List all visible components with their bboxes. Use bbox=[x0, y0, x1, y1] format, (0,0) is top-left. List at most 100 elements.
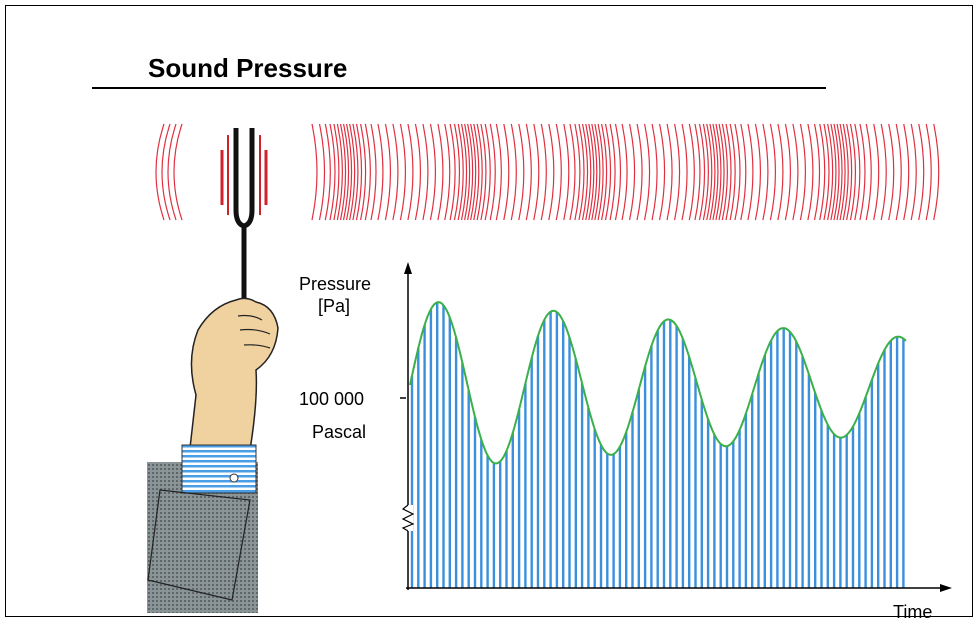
wave-arc bbox=[585, 123, 592, 221]
wave-arc bbox=[614, 123, 622, 221]
wave-arc bbox=[910, 123, 917, 221]
wave-arc bbox=[747, 123, 754, 221]
wave-arc bbox=[470, 123, 477, 221]
wave-arc bbox=[324, 123, 331, 221]
hand bbox=[189, 297, 279, 451]
wave-arc bbox=[155, 123, 165, 221]
wave-arc bbox=[533, 123, 540, 221]
wave-arc bbox=[444, 123, 451, 221]
wave-arc bbox=[718, 123, 725, 221]
wave-arc bbox=[392, 123, 399, 221]
wave-arc bbox=[173, 123, 183, 221]
wave-arc bbox=[903, 123, 910, 221]
wave-arc bbox=[849, 123, 857, 221]
pressure-bars bbox=[410, 302, 905, 588]
wave-arc bbox=[694, 123, 701, 221]
wave-arc bbox=[555, 123, 562, 221]
wave-arc bbox=[467, 123, 474, 221]
wave-arc bbox=[643, 123, 651, 221]
wave-arc bbox=[336, 123, 343, 221]
wave-arc bbox=[859, 123, 866, 221]
wave-arc bbox=[715, 123, 722, 221]
wave-arc bbox=[399, 123, 407, 221]
wave-arc bbox=[476, 123, 483, 221]
wave-arc bbox=[600, 123, 608, 221]
wave-arc bbox=[628, 123, 636, 221]
wave-arc bbox=[651, 123, 658, 221]
x-label: Time bbox=[893, 602, 932, 622]
wave-arc bbox=[846, 123, 853, 221]
wave-arc bbox=[854, 123, 861, 221]
reference-unit: Pascal bbox=[312, 422, 366, 442]
wave-arc bbox=[591, 123, 598, 221]
wave-arc bbox=[407, 123, 414, 221]
x-arrow bbox=[940, 584, 952, 592]
pressure-curve bbox=[409, 301, 907, 465]
fingers bbox=[237, 314, 271, 349]
wave-arc bbox=[740, 123, 747, 221]
cuff-button bbox=[229, 473, 239, 483]
wave-arc bbox=[792, 123, 799, 221]
wave-arc bbox=[918, 123, 925, 221]
wave-arc bbox=[839, 123, 846, 221]
wave-arc bbox=[681, 123, 688, 221]
title: Sound Pressure bbox=[148, 53, 347, 83]
wave-arc bbox=[666, 123, 673, 221]
wave-arc bbox=[734, 123, 741, 221]
wave-arc bbox=[457, 123, 464, 221]
wave-arc bbox=[594, 123, 601, 221]
wave-arc bbox=[503, 123, 510, 221]
wave-arc bbox=[345, 123, 353, 221]
wave-arc bbox=[706, 123, 713, 221]
wave-arc bbox=[484, 123, 491, 221]
wave-arc bbox=[588, 123, 595, 221]
wave-arc bbox=[495, 123, 502, 221]
wave-arc bbox=[873, 123, 880, 221]
wave-arc bbox=[548, 123, 555, 221]
wave-arc bbox=[888, 123, 895, 221]
axis-break-gap bbox=[403, 505, 413, 531]
y-label: Pressure bbox=[299, 274, 371, 294]
wave-arc bbox=[813, 123, 821, 221]
wave-arc bbox=[754, 123, 762, 221]
wave-arc bbox=[784, 123, 792, 221]
wave-arc bbox=[725, 123, 732, 221]
sound-waves bbox=[155, 123, 940, 221]
y-arrow bbox=[404, 262, 412, 274]
wave-arc bbox=[311, 123, 318, 221]
wave-arc bbox=[480, 123, 487, 221]
wave-arc bbox=[777, 123, 784, 221]
wave-arc bbox=[349, 123, 356, 221]
wave-arc bbox=[636, 123, 643, 221]
wave-arc bbox=[609, 123, 616, 221]
wave-arc bbox=[721, 123, 728, 221]
wave-arc bbox=[422, 123, 429, 221]
wave-arc bbox=[833, 123, 840, 221]
wave-arc bbox=[823, 123, 830, 221]
wave-arc bbox=[842, 123, 849, 221]
wave-arc bbox=[702, 123, 709, 221]
wave-arc bbox=[569, 123, 576, 221]
wave-arc bbox=[819, 123, 826, 221]
wave-arc bbox=[830, 123, 837, 221]
wave-arc bbox=[355, 123, 363, 221]
reference-value: 100 000 bbox=[299, 389, 364, 409]
wave-arc bbox=[329, 123, 336, 221]
wave-arc bbox=[688, 123, 695, 221]
y-label-unit: [Pa] bbox=[318, 296, 350, 316]
wave-arc bbox=[161, 123, 171, 221]
wave-arc bbox=[895, 123, 902, 221]
wave-arc bbox=[460, 123, 468, 221]
wave-arc bbox=[578, 123, 585, 221]
wave-arc bbox=[449, 123, 456, 221]
wave-arc bbox=[597, 123, 604, 221]
wave-arc bbox=[712, 123, 719, 221]
wave-arc bbox=[453, 123, 461, 221]
wave-arc bbox=[581, 123, 589, 221]
wave-arc bbox=[762, 123, 769, 221]
wave-arc bbox=[364, 123, 371, 221]
tuning-fork bbox=[220, 128, 268, 300]
wave-arc bbox=[673, 123, 681, 221]
wave-arc bbox=[429, 123, 437, 221]
